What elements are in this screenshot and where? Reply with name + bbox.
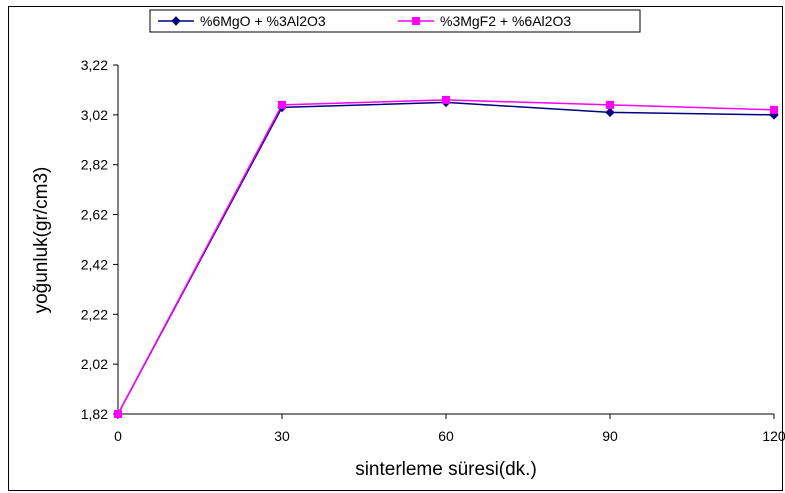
legend-box: [149, 9, 641, 33]
legend-marker-1: [171, 16, 181, 26]
y-tick-label: 2,42: [81, 256, 108, 272]
legend-label-2: %3MgF2 + %6Al2O3: [440, 13, 571, 29]
y-axis-title: yoğunluk(gr/cm3): [31, 167, 52, 314]
x-tick-label: 60: [438, 428, 454, 444]
data-point-series-2: [770, 105, 778, 114]
x-tick-label: 0: [114, 428, 122, 444]
x-tick-label: 120: [762, 428, 785, 444]
legend-marker-2: [412, 17, 420, 25]
series-line-2: [117, 99, 775, 415]
plot-area: 1,82 2,02 2,22 2,42 2,62 2,82 3,02 3,22 0 30 60 90 1…: [81, 57, 785, 444]
data-point-series-2: [442, 95, 450, 104]
series-line-1: [117, 101, 775, 415]
data-point-series-1: [605, 107, 615, 118]
y-tick-label: 2,02: [81, 356, 108, 372]
y-tick-label: 2,82: [81, 157, 108, 173]
x-tick-label: 30: [274, 428, 290, 444]
x-tick-label: 90: [602, 428, 618, 444]
chart-area: [8, 6, 783, 491]
y-tick-label: 3,02: [81, 107, 108, 123]
x-axis-title: sinterleme süresi(dk.): [355, 459, 537, 480]
legend: %6MgO + %3Al2O3 %3MgF2 + %6Al2O3: [149, 9, 641, 33]
data-point-series-2: [278, 100, 286, 109]
y-tick-label: 3,22: [81, 57, 108, 73]
y-tick-label: 2,62: [81, 207, 108, 223]
y-tick-label: 2,22: [81, 306, 108, 322]
data-point-series-2: [606, 100, 614, 109]
legend-label-1: %6MgO + %3Al2O3: [200, 13, 326, 29]
y-tick-label: 1,82: [81, 406, 108, 422]
data-point-series-2: [114, 410, 122, 418]
